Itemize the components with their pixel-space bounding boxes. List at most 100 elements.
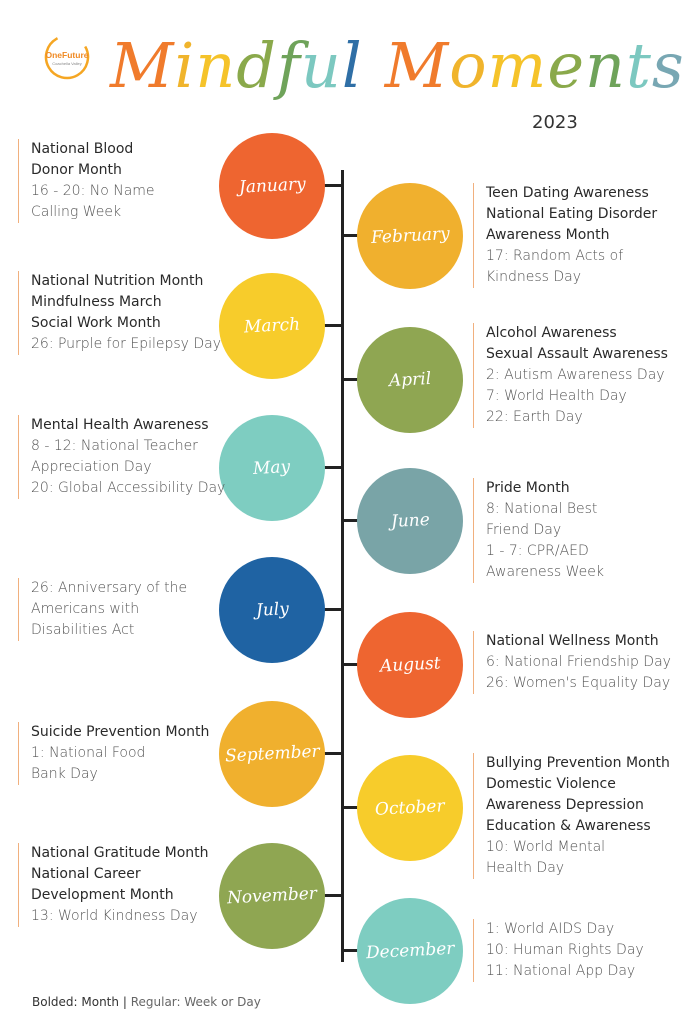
observance-month: National Gratitude Month	[31, 845, 209, 861]
month-label: December	[365, 938, 455, 964]
month-events-april: Alcohol Awareness Sexual Assault Awarenes…	[473, 323, 668, 428]
month-label: April	[388, 368, 432, 392]
page-title: Mindful Moments	[110, 14, 683, 118]
title-letter: l	[341, 29, 363, 102]
observance-day: 11: National App Day	[486, 963, 636, 979]
month-label: November	[226, 883, 318, 909]
month-circle-june: June	[357, 468, 463, 574]
month-label: September	[224, 741, 320, 767]
observance-month: Awareness Depression	[486, 797, 644, 813]
title-letter: e	[547, 29, 586, 102]
legend-regular: Regular: Week or Day	[130, 995, 261, 1009]
title-letter: o	[449, 29, 488, 102]
month-events-december: 1: World AIDS Day 10: Human Rights Day 11:…	[473, 919, 644, 982]
svg-text:OneFuture: OneFuture	[46, 50, 89, 60]
observance-day: 26: Purple for Epilepsy Day	[31, 336, 222, 352]
observance-day: 20: Global Accessibility Day	[31, 480, 226, 496]
title-letter: m	[487, 29, 548, 102]
month-circle-february: February	[357, 183, 463, 289]
svg-text:Coachella Valley: Coachella Valley	[52, 61, 82, 66]
timeline-connector	[318, 608, 342, 611]
observance-day: 17: Random Acts of	[486, 248, 624, 264]
observance-month: Bullying Prevention Month	[486, 755, 670, 771]
onefuture-logo: OneFuture Coachella Valley	[44, 34, 90, 80]
month-label: October	[374, 796, 446, 820]
observance-day: 26: Anniversary of the	[31, 580, 188, 596]
observance-month: Mental Health Awareness	[31, 417, 209, 433]
year-label: 2023	[532, 112, 578, 133]
observance-day: 26: Women's Equality Day	[486, 675, 671, 691]
observance-month: Education & Awareness	[486, 818, 651, 834]
month-events-january: National Blood Donor Month 16 - 20: No Nam…	[18, 139, 155, 223]
observance-day: 1 - 7: CPR/AED	[486, 543, 589, 559]
title-letter: n	[195, 29, 237, 102]
observance-month: Social Work Month	[31, 315, 161, 331]
title-letter: n	[585, 29, 626, 102]
month-circle-march: March	[219, 273, 325, 379]
month-label: January	[238, 174, 306, 198]
month-circle-may: May	[219, 415, 325, 521]
month-events-february: Teen Dating Awareness National Eating Dis…	[473, 183, 657, 288]
observance-month: Alcohol Awareness	[486, 325, 617, 341]
timeline-connector	[342, 806, 362, 809]
timeline-connector	[342, 378, 362, 381]
legend-bold: Bolded: Month	[32, 995, 119, 1009]
month-events-august: National Wellness Month 6: National Frien…	[473, 631, 671, 694]
month-label: March	[243, 314, 301, 338]
month-events-may: Mental Health Awareness 8 - 12: National …	[18, 415, 225, 499]
month-circle-april: April	[357, 327, 463, 433]
observance-day: Awareness Week	[486, 564, 604, 580]
title-letter: M	[384, 29, 450, 102]
observance-day: Friend Day	[486, 522, 562, 538]
title-letter: u	[300, 29, 342, 102]
observance-day: 8 - 12: National Teacher	[31, 438, 198, 454]
month-label: February	[370, 223, 450, 249]
observance-day: 8: National Best	[486, 501, 598, 517]
observance-day: Americans with	[31, 601, 140, 617]
observance-day: 10: World Mental	[486, 839, 606, 855]
timeline-connector	[318, 752, 342, 755]
month-circle-december: December	[357, 898, 463, 1004]
observance-month: Mindfulness March	[31, 294, 162, 310]
observance-day: 6: National Friendship Day	[486, 654, 671, 670]
observance-day: 16 - 20: No Name	[31, 183, 155, 199]
observance-month: Suicide Prevention Month	[31, 724, 210, 740]
observance-day: 13: World Kindness Day	[31, 908, 198, 924]
observance-month: National Career	[31, 866, 141, 882]
observance-day: 7: World Health Day	[486, 388, 627, 404]
month-events-october: Bullying Prevention Month Domestic Violen…	[473, 753, 670, 879]
title-letter: f	[276, 29, 301, 102]
observance-day: Kindness Day	[486, 269, 581, 285]
month-events-march: National Nutrition Month Mindfulness Marc…	[18, 271, 221, 355]
month-label: June	[390, 509, 430, 533]
observance-day: Bank Day	[31, 766, 98, 782]
timeline-connector	[318, 466, 342, 469]
timeline-connector	[318, 894, 342, 897]
month-circle-september: September	[219, 701, 325, 807]
timeline-connector	[342, 949, 362, 952]
observance-day: 2: Autism Awareness Day	[486, 367, 665, 383]
observance-day: 10: Human Rights Day	[486, 942, 644, 958]
title-letter: M	[110, 29, 175, 102]
observance-day: Disabilities Act	[31, 622, 135, 638]
month-circle-august: August	[357, 612, 463, 718]
timeline-connector	[318, 324, 342, 327]
month-circle-october: October	[357, 755, 463, 861]
month-circle-november: November	[219, 843, 325, 949]
observance-month: National Wellness Month	[486, 633, 659, 649]
timeline-connector	[342, 663, 362, 666]
month-events-november: National Gratitude Month National Career D…	[18, 843, 209, 927]
observance-month: National Eating Disorder	[486, 206, 658, 222]
timeline-connector	[318, 184, 342, 187]
month-events-september: Suicide Prevention Month 1: National Food…	[18, 722, 209, 785]
timeline-connector	[342, 234, 362, 237]
observance-day: Health Day	[486, 860, 565, 876]
month-events-june: Pride Month 8: National Best Friend Day 1 -…	[473, 478, 604, 583]
timeline-connector	[342, 519, 362, 522]
month-label: August	[379, 653, 441, 677]
timeline-line	[341, 170, 344, 962]
observance-day: 22: Earth Day	[486, 409, 583, 425]
title-letter: t	[625, 29, 652, 102]
month-label: July	[255, 599, 289, 621]
observance-month: Pride Month	[486, 480, 570, 496]
